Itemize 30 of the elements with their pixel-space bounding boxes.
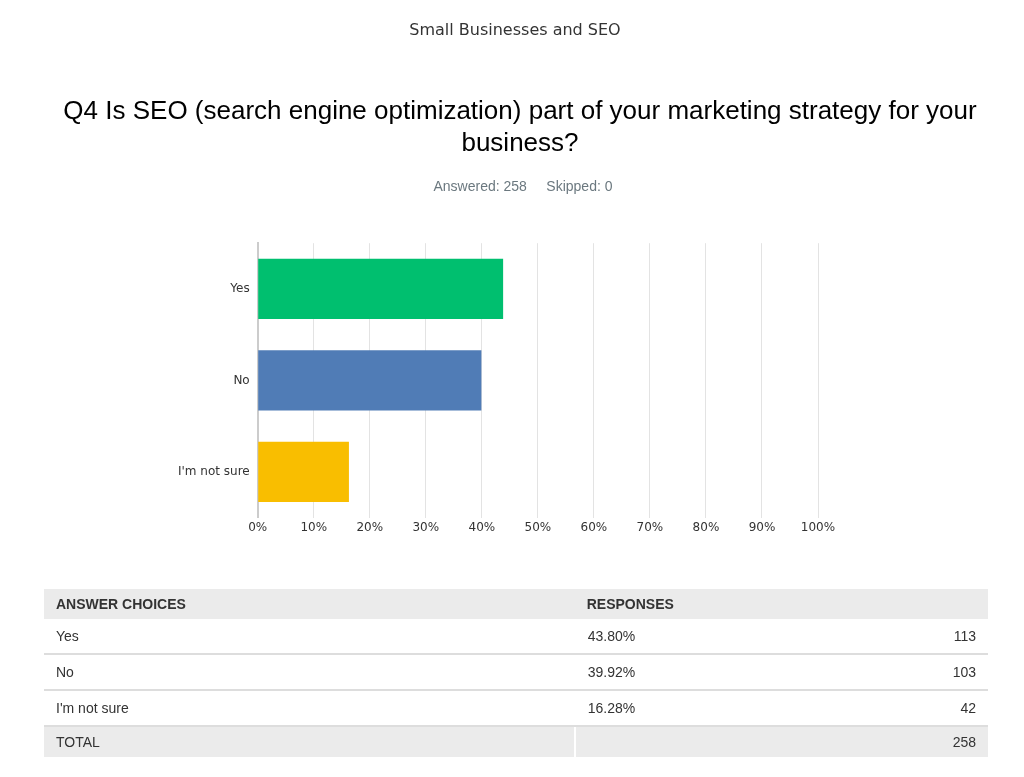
chart-subtitle: Answered: 258 Skipped: 0 (432, 178, 614, 194)
y-tick-label: I'm not sure (178, 463, 250, 478)
category-label: No (56, 664, 74, 680)
y-tick-label: No (233, 372, 250, 387)
text: 16.28% (574, 690, 825, 726)
x-tick-label: 100% (800, 519, 836, 534)
y-tick-label: Yes (229, 281, 250, 296)
text: 43.80% (574, 619, 825, 654)
x-tick-label: 30% (412, 519, 440, 534)
x-tick-label: 70% (636, 519, 664, 534)
x-tick-label: 0% (248, 519, 268, 534)
text: 258 (824, 726, 988, 757)
text: Small Businesses and SEO (408, 20, 622, 39)
text: 39.92% (574, 654, 825, 690)
x-tick-label: 60% (580, 519, 608, 534)
chart-title: Q4 Is SEO (search engine optimization) part of your marketing strategy for your business? (62, 94, 978, 158)
text: RESPONSES (574, 589, 988, 619)
text: 113 (824, 619, 988, 654)
x-tick-label: 10% (300, 519, 328, 534)
text: TOTAL (44, 726, 575, 757)
text: ANSWER CHOICES (44, 589, 575, 619)
text: 103 (824, 654, 988, 690)
category-label: Yes (56, 628, 79, 644)
category-label: I'm not sure (56, 700, 129, 716)
x-tick-label: 80% (692, 519, 720, 534)
x-tick-label: 40% (468, 519, 496, 534)
text: 42 (824, 690, 988, 726)
x-tick-label: 90% (748, 519, 776, 534)
x-tick-label: 20% (356, 519, 384, 534)
x-tick-label: 50% (524, 519, 552, 534)
